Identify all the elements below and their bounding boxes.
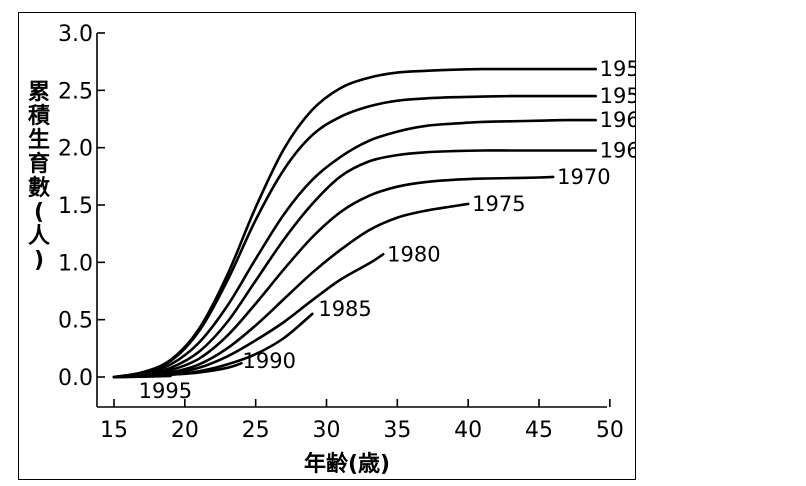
x-tick-label: 20 <box>171 418 199 443</box>
y-axis-title-char: 人 <box>28 224 50 249</box>
y-axis-title-char: 累 <box>28 80 50 105</box>
x-tick-label: 35 <box>383 418 411 443</box>
y-tick-label: 3.0 <box>58 22 93 47</box>
y-axis-title-char: 積 <box>28 104 51 129</box>
series-line-1960 <box>112 118 597 379</box>
x-axis-title: 年齢(歳) <box>304 451 390 477</box>
y-tick-label: 2.5 <box>58 79 93 104</box>
series-line-1975 <box>112 202 470 379</box>
series-label-1985: 1985 <box>318 297 371 321</box>
y-axis-title-char: ( <box>34 200 44 225</box>
series-label-1955: 1955 <box>600 84 635 108</box>
series-line-1950 <box>112 67 597 379</box>
y-tick-label: 0.5 <box>58 309 93 334</box>
cohort-fertility-chart: 15 20 25 30 35 40 45 50 0.0 0.5 1.0 1.5 2.0 2.5 3.0 19… <box>28 22 635 477</box>
series-label-1980: 1980 <box>387 242 440 266</box>
series-labels: 1950195519601965197019751980198519901995 <box>139 57 635 403</box>
series-label-1995: 1995 <box>139 379 192 403</box>
y-tick-label: 1.0 <box>58 251 93 276</box>
series-label-1975: 1975 <box>472 192 525 216</box>
series-line-1965 <box>112 149 597 379</box>
axes: 15 20 25 30 35 40 45 50 0.0 0.5 1.0 1.5 2.0 2.5 3.0 <box>58 22 624 443</box>
series-label-1960: 1960 <box>600 108 635 132</box>
series-label-1965: 1965 <box>600 139 635 163</box>
y-tick-label: 2.0 <box>58 137 93 162</box>
x-tick-label: 45 <box>525 418 553 443</box>
y-axis-title-char: 數 <box>28 176 50 201</box>
chart-frame: 15 20 25 30 35 40 45 50 0.0 0.5 1.0 1.5 2.0 2.5 3.0 19… <box>18 12 636 480</box>
y-tick-label: 1.5 <box>58 194 93 219</box>
x-tick-label: 30 <box>313 418 341 443</box>
y-axis-title-char: 生 <box>28 128 50 153</box>
x-tick-label: 15 <box>100 418 128 443</box>
series-label-1970: 1970 <box>557 165 610 189</box>
y-axis-title-char: 育 <box>28 151 50 177</box>
y-tick-label: 0.0 <box>58 366 93 391</box>
x-tick-label: 25 <box>242 418 270 443</box>
series-line-1970 <box>112 175 555 379</box>
series-label-1990: 1990 <box>243 349 296 373</box>
x-tick-label: 50 <box>596 418 624 443</box>
y-axis-title-char: ) <box>34 248 44 273</box>
series-label-1950: 1950 <box>600 57 635 81</box>
x-tick-label: 40 <box>454 418 482 443</box>
series-line-1995 <box>112 374 172 379</box>
series-line-1955 <box>112 94 597 379</box>
series-lines <box>112 67 597 379</box>
